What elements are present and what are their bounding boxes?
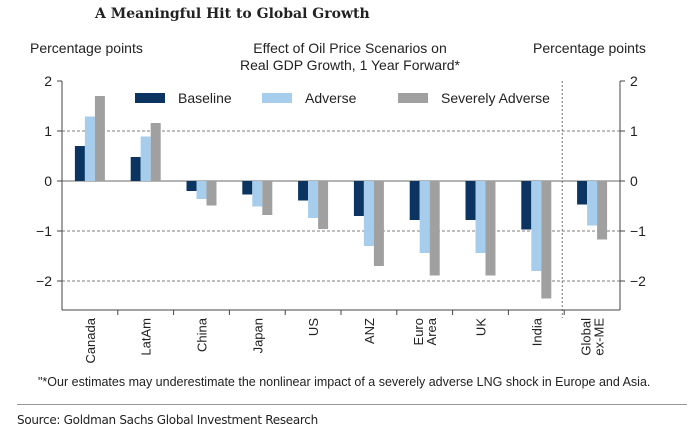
- bar-severely-adverse: [262, 181, 273, 215]
- bar-severely-adverse: [318, 181, 329, 229]
- bar-baseline: [186, 181, 197, 191]
- y-tick-label-left: −2: [36, 273, 52, 289]
- bar-severely-adverse: [150, 123, 161, 181]
- y-tick-label-right: −2: [630, 273, 646, 289]
- bar-adverse: [587, 181, 598, 226]
- bar-severely-adverse: [373, 181, 384, 266]
- bar-adverse: [84, 116, 95, 181]
- bar-baseline: [577, 181, 588, 205]
- y-tick-label-left: 0: [44, 173, 52, 189]
- bar-severely-adverse: [429, 181, 440, 276]
- divider: [17, 404, 687, 405]
- y-tick-label-left: −1: [36, 223, 52, 239]
- y-axis-label-right: Percentage points: [533, 40, 646, 56]
- bar-baseline: [353, 181, 364, 216]
- bar-adverse: [140, 136, 151, 181]
- x-tick-label: Japan: [250, 318, 265, 353]
- bar-adverse: [308, 181, 319, 218]
- bar-adverse: [363, 181, 374, 246]
- bar-baseline: [74, 146, 85, 181]
- bar-severely-adverse: [597, 181, 608, 240]
- legend-label: Adverse: [305, 90, 357, 106]
- bar-baseline: [242, 181, 253, 195]
- legend-label: Baseline: [178, 90, 232, 106]
- chart-title-line: Real GDP Growth, 1 Year Forward*: [240, 57, 460, 73]
- bar-adverse: [419, 181, 430, 253]
- bar-severely-adverse: [94, 96, 105, 181]
- y-tick-label-left: 2: [44, 73, 52, 89]
- bar-severely-adverse: [541, 181, 552, 299]
- x-tick-label: ex-ME: [592, 318, 607, 356]
- bar-baseline: [298, 181, 309, 201]
- y-tick-label-left: 1: [44, 123, 52, 139]
- x-tick-label: ANZ: [362, 318, 377, 344]
- bar-baseline: [409, 181, 420, 220]
- legend-swatch: [135, 93, 165, 103]
- y-tick-label-right: −1: [630, 223, 646, 239]
- bar-baseline: [465, 181, 476, 220]
- bar-adverse: [531, 181, 542, 271]
- x-tick-label: India: [529, 317, 544, 346]
- x-tick-label: Global: [579, 318, 594, 356]
- legend-label: Severely Adverse: [441, 90, 550, 106]
- bar-adverse: [252, 181, 263, 207]
- chart-title-line: Effect of Oil Price Scenarios on: [253, 40, 447, 56]
- bar-severely-adverse: [485, 181, 496, 276]
- x-tick-label: UK: [474, 318, 489, 336]
- x-tick-label: China: [195, 317, 210, 352]
- x-tick-label: Euro: [411, 318, 426, 345]
- legend-swatch: [262, 93, 292, 103]
- x-tick-label: Area: [424, 317, 439, 345]
- bar-severely-adverse: [206, 181, 217, 206]
- y-axis-label-left: Percentage points: [30, 40, 143, 56]
- x-tick-label: US: [306, 318, 321, 336]
- x-tick-label: Canada: [83, 317, 98, 363]
- bar-adverse: [196, 181, 207, 199]
- chart-title: Effect of Oil Price Scenarios on Real GD…: [200, 40, 500, 74]
- source-note: Source: Goldman Sachs Global Investment …: [17, 413, 318, 427]
- bar-adverse: [475, 181, 486, 253]
- y-tick-label-right: 2: [630, 73, 638, 89]
- y-tick-label-right: 1: [630, 123, 638, 139]
- legend-swatch: [398, 93, 428, 103]
- page-title: A Meaningful Hit to Global Growth: [95, 6, 370, 22]
- y-tick-label-right: 0: [630, 173, 638, 189]
- x-tick-label: LatAm: [139, 318, 154, 356]
- footnote: "*Our estimates may underestimate the no…: [38, 375, 651, 389]
- bar-baseline: [521, 181, 532, 230]
- bar-baseline: [130, 157, 141, 181]
